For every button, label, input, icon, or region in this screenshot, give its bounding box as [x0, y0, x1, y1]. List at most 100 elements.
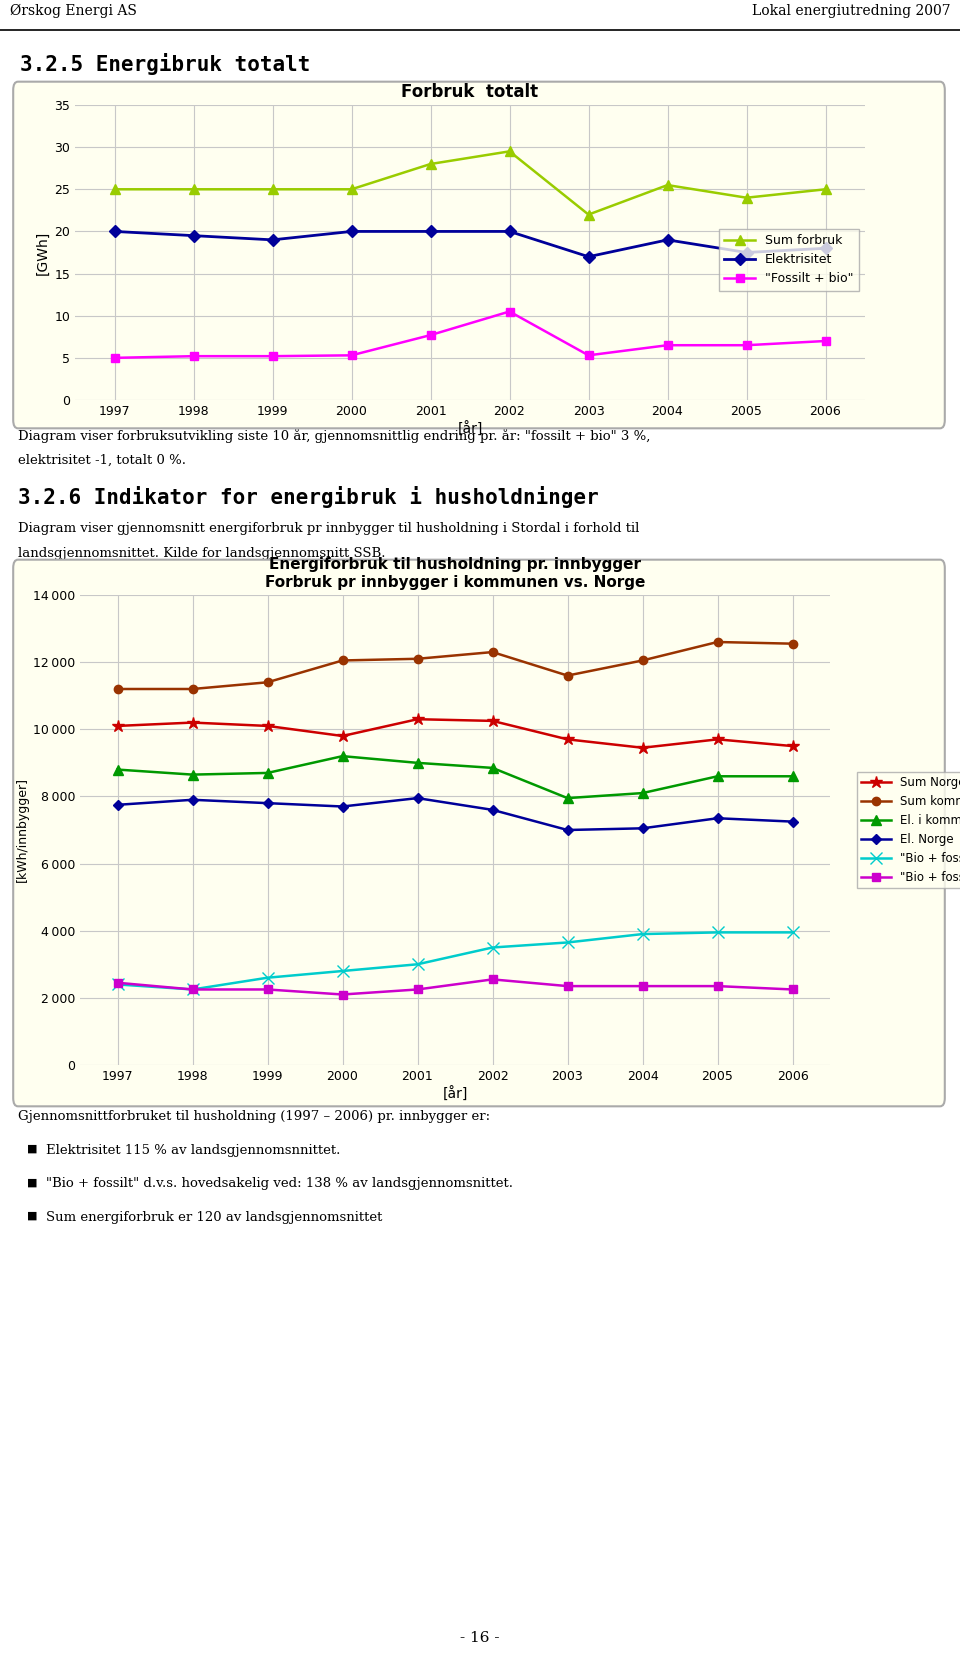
- Y-axis label: [GWh]: [GWh]: [36, 230, 50, 275]
- Sum forbruk: [188, 180, 200, 200]
- Sum forbruk: [583, 205, 594, 225]
- "Bio + fossilt" Norge: [262, 980, 274, 1000]
- Sum Norge: [337, 726, 348, 745]
- El. Norge: [711, 809, 723, 829]
- Text: "Bio + fossilt" d.v.s. hovedsakelig ved: 138 % av landsgjennomsnittet.: "Bio + fossilt" d.v.s. hovedsakelig ved:…: [46, 1176, 513, 1190]
- Elektrisitet: [346, 221, 357, 241]
- "Fossilt + bio": [820, 331, 831, 351]
- Line: "Fossilt + bio": "Fossilt + bio": [110, 308, 829, 363]
- "Bio + fossilt" Norge: [187, 980, 199, 1000]
- El. i kommunen: [636, 784, 648, 804]
- Sum forbruk: [820, 180, 831, 200]
- Sum Norge: [636, 737, 648, 757]
- Legend: Sum forbruk, Elektrisitet, "Fossilt + bio": Sum forbruk, Elektrisitet, "Fossilt + bi…: [719, 230, 859, 291]
- Sum Norge: [187, 712, 199, 732]
- Sum Norge: [711, 729, 723, 749]
- Text: Diagram viser forbruksutvikling siste 10 år, gjennomsnittlig endring pr. år: "fo: Diagram viser forbruksutvikling siste 10…: [18, 428, 650, 443]
- El. i kommunen: [562, 789, 573, 809]
- Sum Norge: [562, 729, 573, 749]
- El. i kommunen: [412, 752, 423, 772]
- Sum forbruk: [741, 188, 753, 208]
- Sum kommune: [711, 632, 723, 652]
- Y-axis label: [kWh/innbygger]: [kWh/innbygger]: [15, 777, 29, 882]
- "Fossilt + bio": [661, 334, 673, 354]
- Line: Sum Norge: Sum Norge: [111, 712, 799, 754]
- El. i kommunen: [187, 765, 199, 785]
- Text: landsgjennomsnittet. Kilde for landsgjennomsnitt SSB.: landsgjennomsnittet. Kilde for landsgjen…: [18, 547, 386, 559]
- El. Norge: [487, 800, 498, 820]
- "Fossilt + bio": [188, 346, 200, 366]
- "Fossilt + bio": [346, 346, 357, 366]
- "Fossilt + bio": [108, 348, 120, 368]
- Line: Sum forbruk: Sum forbruk: [109, 146, 830, 220]
- "Fossilt + bio": [424, 324, 436, 344]
- "Fossilt + bio": [504, 301, 516, 321]
- Sum forbruk: [108, 180, 120, 200]
- Line: Elektrisitet: Elektrisitet: [110, 228, 829, 261]
- El. Norge: [636, 819, 648, 839]
- X-axis label: [år]: [år]: [443, 1087, 468, 1102]
- Line: Sum kommune: Sum kommune: [113, 637, 797, 694]
- "Bio + fossilt" Norge: [111, 973, 123, 993]
- Sum kommune: [111, 679, 123, 699]
- "Bio + fossilt" i kommunen: [262, 968, 274, 988]
- X-axis label: [år]: [år]: [457, 423, 483, 438]
- El. Norge: [337, 797, 348, 817]
- Title: Energiforbruk til husholdning pr. innbygger
Forbruk pr innbygger i kommunen vs. : Energiforbruk til husholdning pr. innbyg…: [265, 557, 645, 589]
- El. i kommunen: [487, 757, 498, 777]
- Elektrisitet: [188, 226, 200, 246]
- "Bio + fossilt" Norge: [787, 980, 799, 1000]
- "Bio + fossilt" Norge: [337, 985, 348, 1005]
- Text: elektrisitet -1, totalt 0 %.: elektrisitet -1, totalt 0 %.: [18, 454, 186, 468]
- "Bio + fossilt" Norge: [711, 977, 723, 997]
- "Bio + fossilt" Norge: [412, 980, 423, 1000]
- Title: Forbruk  totalt: Forbruk totalt: [401, 83, 539, 100]
- "Bio + fossilt" Norge: [562, 977, 573, 997]
- Sum Norge: [111, 716, 123, 735]
- "Bio + fossilt" i kommunen: [412, 953, 423, 973]
- "Bio + fossilt" i kommunen: [487, 937, 498, 957]
- El. Norge: [111, 795, 123, 815]
- Line: "Bio + fossilt" i kommunen: "Bio + fossilt" i kommunen: [112, 927, 798, 995]
- Text: Elektrisitet 115 % av landsgjennomsnnittet.: Elektrisitet 115 % av landsgjennomsnnitt…: [46, 1143, 340, 1156]
- Text: - 16 -: - 16 -: [460, 1631, 500, 1644]
- El. Norge: [412, 789, 423, 809]
- Text: ■: ■: [27, 1211, 37, 1221]
- Text: ■: ■: [27, 1176, 37, 1186]
- El. i kommunen: [111, 759, 123, 779]
- Elektrisitet: [424, 221, 436, 241]
- Line: El. Norge: El. Norge: [114, 795, 796, 834]
- Text: Sum energiforbruk er 120 av landsgjennomsnittet: Sum energiforbruk er 120 av landsgjennom…: [46, 1211, 382, 1223]
- Elektrisitet: [661, 230, 673, 250]
- El. Norge: [562, 820, 573, 840]
- "Bio + fossilt" Norge: [636, 977, 648, 997]
- Elektrisitet: [741, 243, 753, 263]
- Line: El. i kommunen: El. i kommunen: [112, 750, 798, 804]
- Sum forbruk: [346, 180, 357, 200]
- Text: ■: ■: [27, 1143, 37, 1153]
- Sum Norge: [787, 735, 799, 755]
- Text: Ørskog Energi AS: Ørskog Energi AS: [10, 3, 136, 18]
- "Fossilt + bio": [267, 346, 278, 366]
- Sum forbruk: [424, 155, 436, 175]
- Sum forbruk: [661, 175, 673, 195]
- "Bio + fossilt" i kommunen: [337, 962, 348, 982]
- Text: Diagram viser gjennomsnitt energiforbruk pr innbygger til husholdning i Stordal : Diagram viser gjennomsnitt energiforbruk…: [18, 522, 639, 536]
- Sum kommune: [262, 672, 274, 692]
- Legend: Sum Norge, Sum kommune, El. i kommunen, El. Norge, "Bio + fossilt" i kommunen, ": Sum Norge, Sum kommune, El. i kommunen, …: [856, 772, 960, 889]
- Elektrisitet: [108, 221, 120, 241]
- El. i kommunen: [711, 767, 723, 787]
- El. i kommunen: [337, 745, 348, 765]
- Sum kommune: [562, 666, 573, 686]
- Sum Norge: [262, 716, 274, 735]
- Sum kommune: [412, 649, 423, 669]
- Sum Norge: [412, 709, 423, 729]
- Text: Lokal energiutredning 2007: Lokal energiutredning 2007: [752, 5, 950, 18]
- Sum forbruk: [267, 180, 278, 200]
- "Fossilt + bio": [583, 346, 594, 366]
- Text: 3.2.5 Energibruk totalt: 3.2.5 Energibruk totalt: [20, 53, 310, 75]
- "Bio + fossilt" i kommunen: [711, 922, 723, 942]
- Sum Norge: [487, 711, 498, 730]
- Elektrisitet: [267, 230, 278, 250]
- Sum forbruk: [504, 141, 516, 161]
